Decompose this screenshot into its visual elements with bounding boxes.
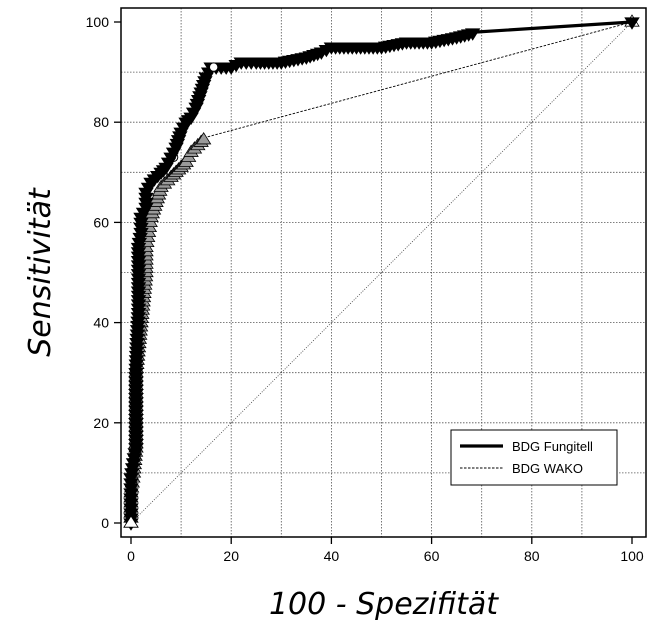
reference-diagonal xyxy=(130,21,633,524)
legend: BDG Fungitell BDG WAKO xyxy=(450,429,618,486)
legend-label-fungitell: BDG Fungitell xyxy=(512,439,593,454)
x-tick-label: 100 xyxy=(620,548,644,564)
plot-frame xyxy=(120,7,647,538)
x-tick-label: 40 xyxy=(324,548,340,564)
x-tick-label: 20 xyxy=(223,548,239,564)
legend-box xyxy=(450,429,618,486)
y-axis-title: Sensitivität xyxy=(23,187,58,357)
series-group xyxy=(123,14,640,531)
x-tick-label: 80 xyxy=(524,548,540,564)
legend-label-wako: BDG WAKO xyxy=(512,461,583,476)
y-tick-label: 40 xyxy=(93,315,109,331)
data-point xyxy=(624,17,640,30)
data-point xyxy=(464,28,481,41)
data-point xyxy=(195,131,212,145)
x-tick-label: 60 xyxy=(424,548,440,564)
y-tick-label: 80 xyxy=(93,114,109,130)
grid xyxy=(121,8,646,537)
optimal-cutoff-point xyxy=(208,62,219,72)
x-axis-title: 100 - Spezifität xyxy=(269,587,499,622)
x-tick-label: 0 xyxy=(127,548,135,564)
y-tick-label: 60 xyxy=(93,214,109,230)
axis-ticks: 0 20 40 60 80 100 0 20 40 60 80 100 xyxy=(86,14,644,564)
origin-point xyxy=(123,515,139,528)
y-tick-label: 0 xyxy=(101,515,109,531)
y-tick-label: 100 xyxy=(86,14,110,30)
y-tick-label: 20 xyxy=(93,415,109,431)
series-0 xyxy=(123,17,640,531)
